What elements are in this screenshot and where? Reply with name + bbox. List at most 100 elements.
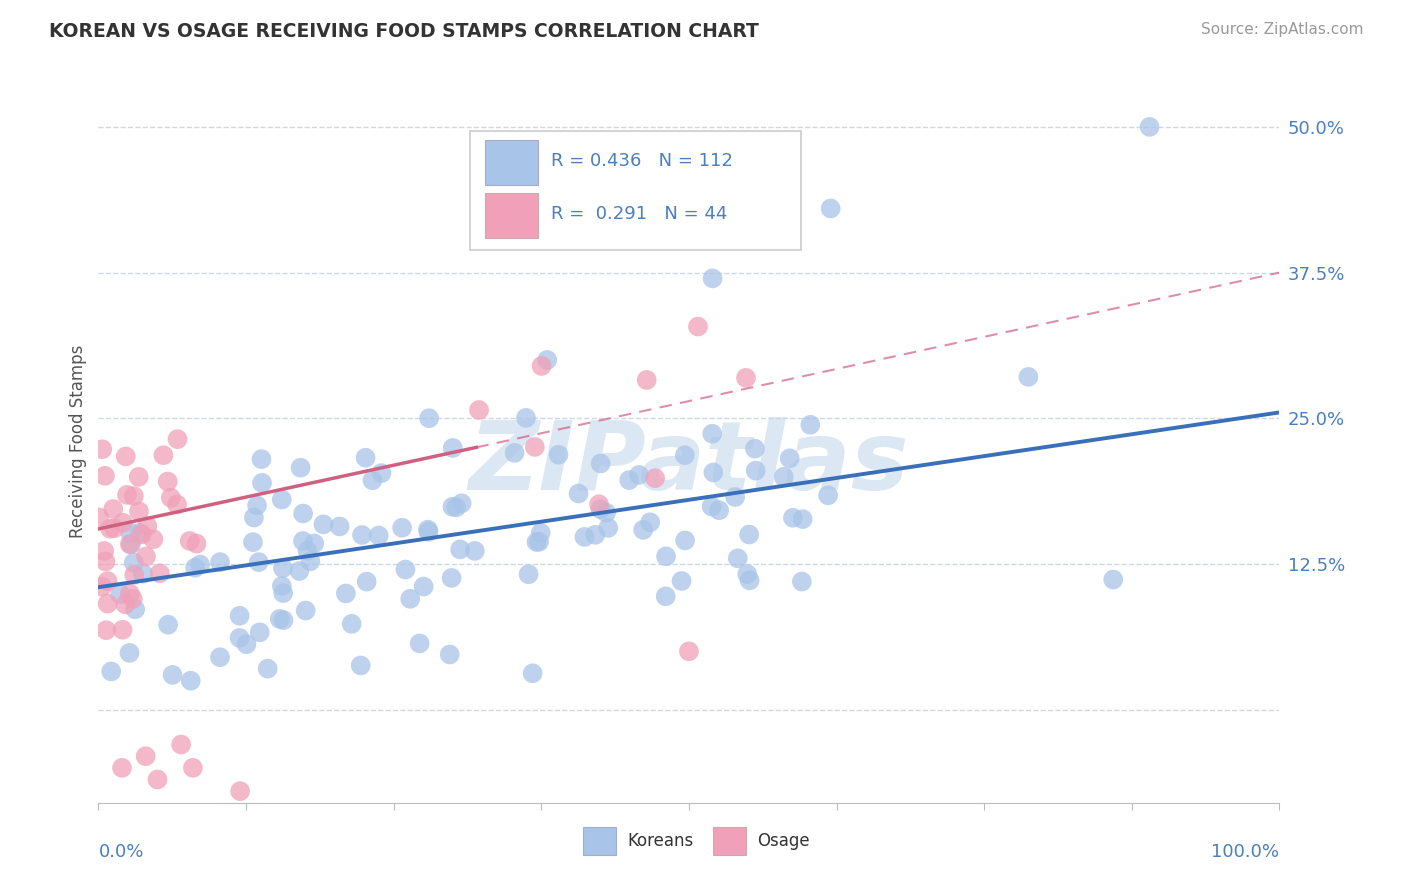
- Point: [156, 475, 179, 489]
- Point: [738, 574, 761, 588]
- Point: [744, 464, 766, 478]
- Point: [128, 525, 150, 540]
- Point: [128, 504, 150, 518]
- Point: [122, 556, 145, 570]
- Point: [208, 650, 231, 665]
- Point: [727, 551, 749, 566]
- Point: [132, 566, 155, 581]
- Point: [90, 580, 112, 594]
- Point: [464, 544, 486, 558]
- Point: [523, 440, 546, 454]
- Point: [735, 567, 758, 582]
- Point: [97, 597, 120, 611]
- Point: [273, 613, 295, 627]
- Point: [673, 533, 696, 548]
- Point: [686, 319, 709, 334]
- Point: [399, 591, 422, 606]
- FancyBboxPatch shape: [471, 131, 801, 250]
- Point: [87, 510, 110, 524]
- Point: [595, 506, 617, 520]
- Point: [111, 623, 134, 637]
- Point: [792, 512, 814, 526]
- Point: [702, 466, 724, 480]
- Point: [702, 426, 724, 441]
- Point: [370, 466, 392, 480]
- Point: [98, 522, 121, 536]
- Text: R = 0.436   N = 112: R = 0.436 N = 112: [551, 153, 733, 170]
- Point: [790, 574, 813, 589]
- Point: [335, 586, 357, 600]
- Point: [636, 373, 658, 387]
- Point: [120, 525, 142, 540]
- Point: [312, 517, 335, 532]
- Point: [142, 532, 165, 546]
- Point: [408, 636, 430, 650]
- Point: [290, 460, 312, 475]
- Point: [588, 497, 610, 511]
- Point: [157, 617, 180, 632]
- Point: [188, 558, 211, 572]
- FancyBboxPatch shape: [485, 140, 537, 185]
- Point: [450, 496, 472, 510]
- Point: [152, 448, 174, 462]
- Point: [530, 359, 553, 373]
- Point: [1102, 573, 1125, 587]
- Point: [118, 587, 141, 601]
- Point: [449, 542, 471, 557]
- Point: [229, 784, 252, 798]
- Point: [418, 411, 440, 425]
- Point: [779, 451, 801, 466]
- Point: [527, 534, 550, 549]
- Point: [149, 566, 172, 581]
- Text: 100.0%: 100.0%: [1212, 843, 1279, 861]
- Point: [256, 662, 278, 676]
- Point: [654, 590, 676, 604]
- Point: [517, 567, 540, 582]
- Point: [678, 644, 700, 658]
- Point: [367, 528, 389, 542]
- Point: [302, 536, 325, 550]
- Point: [122, 567, 145, 582]
- Point: [782, 510, 804, 524]
- Point: [820, 202, 842, 216]
- Point: [567, 486, 589, 500]
- Point: [638, 516, 661, 530]
- Point: [250, 475, 273, 490]
- FancyBboxPatch shape: [582, 828, 616, 855]
- Point: [547, 448, 569, 462]
- Text: KOREAN VS OSAGE RECEIVING FOOD STAMPS CORRELATION CHART: KOREAN VS OSAGE RECEIVING FOOD STAMPS CO…: [49, 22, 759, 41]
- Point: [418, 524, 440, 539]
- Point: [118, 646, 141, 660]
- Point: [135, 749, 157, 764]
- Point: [441, 500, 464, 514]
- Point: [270, 492, 292, 507]
- Text: Source: ZipAtlas.com: Source: ZipAtlas.com: [1201, 22, 1364, 37]
- Point: [162, 668, 184, 682]
- Point: [724, 490, 747, 504]
- Point: [294, 603, 316, 617]
- Point: [128, 470, 150, 484]
- Point: [526, 535, 548, 549]
- Point: [179, 533, 201, 548]
- Point: [530, 525, 553, 540]
- Point: [247, 555, 270, 569]
- Point: [598, 521, 620, 535]
- Point: [619, 473, 641, 487]
- Point: [735, 371, 758, 385]
- Point: [184, 560, 207, 574]
- Point: [631, 523, 654, 537]
- Point: [269, 612, 291, 626]
- Point: [170, 738, 193, 752]
- Point: [1139, 120, 1161, 134]
- Text: ZIPatlas: ZIPatlas: [468, 417, 910, 509]
- Point: [250, 452, 273, 467]
- Point: [589, 502, 612, 516]
- Point: [412, 580, 434, 594]
- Point: [146, 772, 169, 787]
- Point: [131, 527, 153, 541]
- Point: [297, 543, 319, 558]
- Text: Osage: Osage: [758, 832, 810, 850]
- Point: [136, 519, 159, 533]
- Point: [114, 450, 136, 464]
- Point: [522, 666, 544, 681]
